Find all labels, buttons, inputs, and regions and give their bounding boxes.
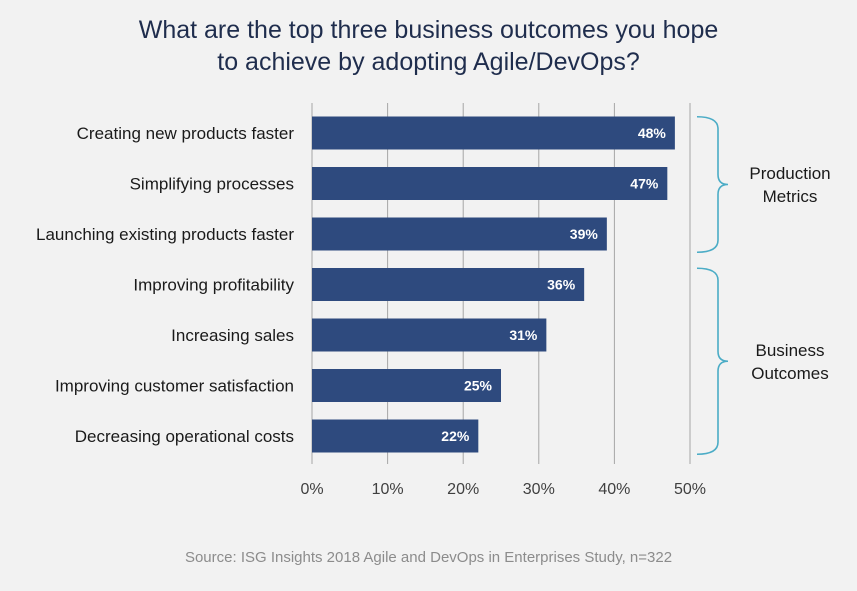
x-tick-label-0: 0% — [300, 481, 323, 498]
bar-value-label-5: 25% — [464, 378, 493, 394]
bar-0 — [312, 116, 675, 150]
x-tick-label-40: 40% — [598, 481, 630, 498]
chart-title: What are the top three business outcomes… — [0, 14, 857, 78]
bar-1 — [312, 167, 668, 200]
group-label-0-line-0: Production — [749, 164, 830, 183]
x-tick-label-50: 50% — [674, 481, 706, 498]
bar-value-label-2: 39% — [570, 226, 599, 242]
bar-value-label-0: 48% — [638, 125, 667, 141]
bar-value-label-3: 36% — [547, 277, 576, 293]
bar-2 — [312, 217, 607, 251]
category-label-5: Improving customer satisfaction — [55, 377, 294, 396]
bar-4 — [312, 318, 547, 352]
category-label-3: Improving profitability — [133, 276, 294, 295]
category-label-0: Creating new products faster — [77, 124, 295, 143]
x-tick-label-10: 10% — [372, 481, 404, 498]
category-label-2: Launching existing products faster — [36, 225, 294, 244]
category-label-4: Increasing sales — [171, 326, 294, 345]
bar-value-label-6: 22% — [441, 428, 470, 444]
source-note: Source: ISG Insights 2018 Agile and DevO… — [184, 549, 673, 566]
chart-title-line-1: What are the top three business outcomes… — [138, 16, 719, 44]
x-tick-label-30: 30% — [523, 481, 555, 498]
category-label-6: Decreasing operational costs — [75, 427, 294, 446]
bar-value-label-4: 31% — [509, 327, 538, 343]
bar-6 — [312, 419, 479, 453]
group-label-0-line-1: Metrics — [763, 187, 818, 206]
group-bracket-1 — [696, 267, 729, 456]
bar-5 — [312, 369, 501, 402]
x-tick-label-20: 20% — [447, 481, 479, 498]
category-label-1: Simplifying processes — [130, 175, 294, 194]
chart-title-line-2: to achieve by adopting Agile/DevOps? — [217, 48, 640, 76]
bar-value-label-1: 47% — [630, 176, 659, 192]
bar-3 — [312, 268, 585, 301]
group-label-1-line-1: Outcomes — [751, 364, 828, 383]
group-label-1-line-0: Business — [756, 341, 825, 360]
group-bracket-0 — [696, 115, 729, 254]
